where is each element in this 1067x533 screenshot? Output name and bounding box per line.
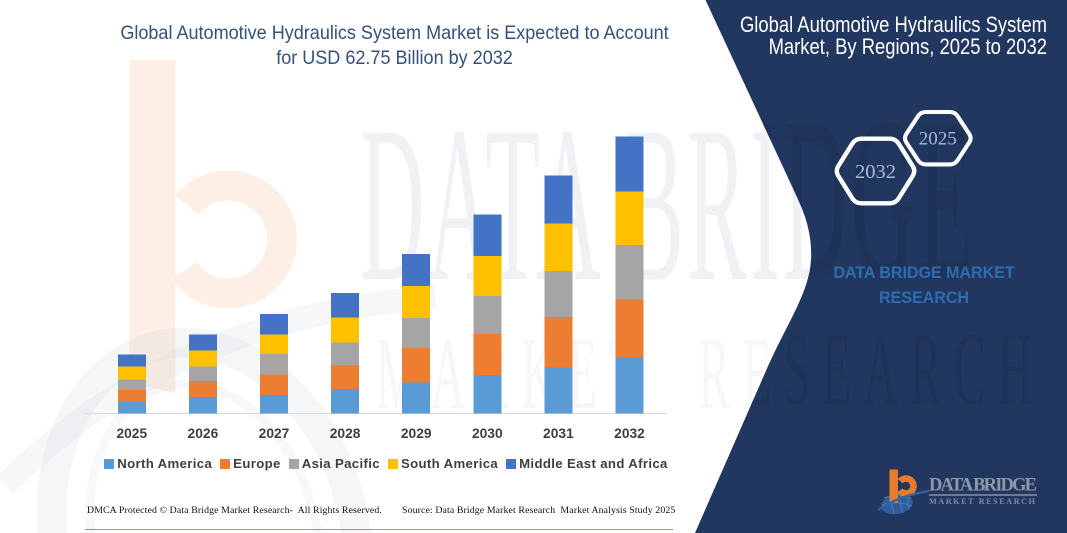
svg-text:2027: 2027 [259,426,290,441]
svg-text:2030: 2030 [472,426,503,441]
svg-text:DATA BRIDGE: DATA BRIDGE [929,476,1037,496]
svg-text:MARKET RESEARCH: MARKET RESEARCH [929,497,1036,506]
svg-text:2025: 2025 [116,426,147,441]
svg-text:2028: 2028 [330,426,361,441]
svg-text:2031: 2031 [543,426,574,441]
svg-text:2029: 2029 [401,426,432,441]
svg-text:2032: 2032 [614,426,645,441]
svg-text:2032: 2032 [855,161,896,183]
svg-text:2026: 2026 [188,426,219,441]
svg-text:2025: 2025 [919,129,957,150]
